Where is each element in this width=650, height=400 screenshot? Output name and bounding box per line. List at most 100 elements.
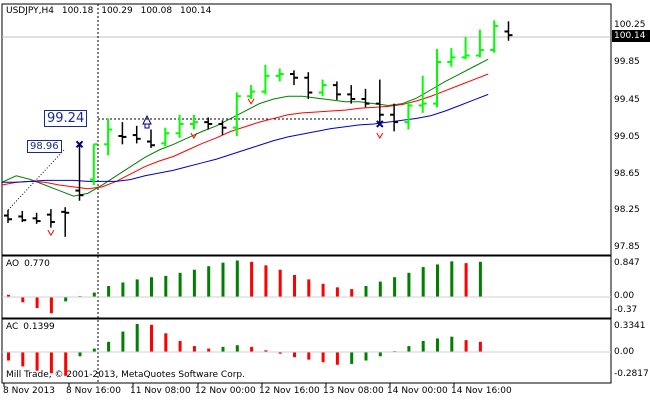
candle xyxy=(304,72,313,99)
ao-bar xyxy=(307,279,311,297)
fractal-down-arrow xyxy=(376,132,384,139)
price-label: 99.45 xyxy=(614,95,640,105)
ac-bar xyxy=(135,323,139,352)
time-label: 13 Nov 08:00 xyxy=(323,386,384,396)
candle xyxy=(161,127,170,147)
time-label: 8 Nov 16:00 xyxy=(66,386,121,396)
ao-bar xyxy=(35,297,39,308)
chart-symbol: USDJPY,H4 xyxy=(6,6,54,16)
ac-bar xyxy=(350,352,354,364)
ac-bar xyxy=(121,331,125,352)
ohlc-high: 100.29 xyxy=(101,6,133,16)
price-label: 97.85 xyxy=(614,242,640,252)
ao-bar xyxy=(92,292,96,297)
ao-bar xyxy=(21,297,25,303)
candle xyxy=(275,68,284,82)
candle xyxy=(132,125,141,144)
ao-bar xyxy=(335,287,339,297)
candle xyxy=(332,81,341,100)
candle xyxy=(89,143,98,186)
ao-bar xyxy=(450,261,454,297)
candle xyxy=(290,70,298,86)
price-label: 99.85 xyxy=(614,57,640,67)
ao-bar xyxy=(192,269,196,297)
ac-bar xyxy=(421,340,425,352)
ao-bar xyxy=(436,264,439,297)
ao-bar xyxy=(293,275,296,297)
ao-bar xyxy=(421,267,425,297)
time-label: 12 Nov 16:00 xyxy=(259,386,320,396)
arrow-up-icon[interactable] xyxy=(142,114,152,129)
candle xyxy=(75,144,84,201)
ao-bar xyxy=(393,277,397,297)
ao-bar xyxy=(107,286,111,297)
ac-bar xyxy=(92,348,96,352)
price-label: 99.05 xyxy=(614,132,640,142)
ohlc-close: 100.14 xyxy=(179,6,212,16)
candle xyxy=(261,64,270,95)
ac-bar xyxy=(407,346,411,352)
candle xyxy=(118,122,127,145)
candle xyxy=(46,209,55,228)
candle xyxy=(4,210,12,223)
candle xyxy=(504,21,513,41)
ma-line-blue xyxy=(2,93,489,183)
ac-bar xyxy=(7,352,10,361)
ac-title: AC 0.1399 xyxy=(6,322,60,332)
ac-name: AC xyxy=(6,322,19,332)
ao-bar xyxy=(178,272,182,297)
ac-bar xyxy=(364,352,368,361)
ao-bar xyxy=(464,263,468,297)
ac-bar xyxy=(293,352,296,358)
price-label: 98.65 xyxy=(614,169,640,179)
price-box-label[interactable]: 99.24 xyxy=(44,110,88,127)
ao-bar xyxy=(150,277,153,297)
ohlc-low: 100.08 xyxy=(140,6,173,16)
candle xyxy=(104,118,113,156)
ao-axis-label: -0.37 xyxy=(614,305,638,315)
candle xyxy=(147,129,155,149)
ao-bar xyxy=(49,297,53,314)
ao-name: AO xyxy=(6,259,20,269)
ac-panel-frame xyxy=(1,318,612,384)
ao-bar xyxy=(64,297,68,302)
ao-bar xyxy=(264,265,268,297)
ac-bar xyxy=(21,352,25,367)
ac-bar xyxy=(478,341,482,352)
time-label: 11 Nov 08:00 xyxy=(130,386,191,396)
candle xyxy=(390,103,399,132)
ac-axis-label: 0.00 xyxy=(614,347,635,357)
ac-bar xyxy=(64,352,68,376)
ac-bar xyxy=(464,340,468,352)
ao-value: 0.770 xyxy=(24,259,50,269)
ao-panel-frame xyxy=(1,255,612,319)
ao-bar xyxy=(378,281,382,297)
ac-bar xyxy=(250,346,254,352)
ac-bar xyxy=(49,352,53,374)
candle xyxy=(175,114,184,138)
candle xyxy=(461,37,470,60)
candle xyxy=(32,212,41,224)
ac-bar xyxy=(78,352,82,357)
candle xyxy=(361,88,370,108)
ac-bar xyxy=(221,346,225,352)
ac-value: 0.1399 xyxy=(23,322,55,332)
fractal-down-arrow xyxy=(190,132,198,139)
candle xyxy=(375,79,384,124)
ao-bar xyxy=(207,266,211,297)
time-label: 12 Nov 00:00 xyxy=(195,386,256,396)
candle xyxy=(61,207,70,237)
ac-bar xyxy=(235,345,239,352)
ac-bar xyxy=(35,352,39,371)
ohlc-open: 100.18 xyxy=(61,6,94,16)
main-title: USDJPY,H4 100.18 100.29 100.08 100.14 xyxy=(6,6,216,16)
price-box-label[interactable]: 98.96 xyxy=(27,140,62,153)
ac-bar xyxy=(436,338,439,352)
candle xyxy=(204,117,213,130)
cross-marker xyxy=(75,140,84,149)
time-label: 14 Nov 16:00 xyxy=(451,386,512,396)
candle xyxy=(218,120,227,136)
ao-axis-label: 0.00 xyxy=(614,291,635,301)
ao-bar xyxy=(407,272,411,297)
